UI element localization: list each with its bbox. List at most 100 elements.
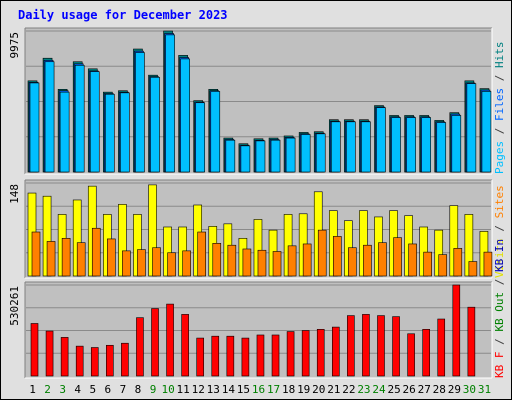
x-axis-day-label: 2	[44, 383, 51, 396]
panel-1: 9975 Pages / Files / Hits	[8, 27, 506, 175]
bar-sites	[242, 248, 252, 277]
bar-pages	[210, 91, 221, 173]
x-axis-day-label: 1	[29, 383, 36, 396]
bar-kb-f	[301, 330, 310, 377]
bar-kb-f	[226, 335, 235, 377]
bar-kb-f	[347, 315, 355, 377]
x-axis-day-label: 7	[120, 383, 127, 396]
bar-kb-f	[30, 323, 39, 377]
bar-sites	[91, 227, 101, 277]
bar-kb-f	[136, 317, 144, 377]
bar-sites	[61, 237, 71, 277]
bar-kb-f	[377, 315, 385, 377]
bar-sites	[257, 249, 267, 277]
legend: KB F / KB Out / KB In	[493, 239, 506, 378]
bar-pages	[165, 34, 175, 173]
legend-separator: /	[493, 332, 506, 352]
x-axis-day-label: 15	[237, 383, 250, 396]
bar-sites	[227, 244, 237, 277]
x-axis-day-label: 24	[372, 383, 386, 396]
x-axis-day-label: 8	[135, 383, 142, 396]
legend-entry: Sites	[493, 185, 506, 218]
x-axis-day-label: 3	[59, 383, 66, 396]
bar-kb-f	[271, 334, 280, 377]
bar-pages	[285, 137, 296, 173]
x-axis-day-label: 29	[448, 383, 461, 396]
x-axis-day-label: 10	[161, 383, 174, 396]
bar-pages	[44, 61, 55, 173]
bar-kb-f	[211, 335, 220, 377]
legend-separator: /	[493, 121, 506, 141]
x-axis-day-label: 14	[222, 383, 236, 396]
bar-pages	[391, 117, 401, 173]
y-axis-max-label: 9975	[8, 32, 21, 59]
bar-sites	[468, 261, 478, 277]
bar-kb-f	[392, 316, 400, 377]
bar-kb-f	[422, 329, 430, 377]
bar-pages	[105, 93, 115, 173]
x-axis-day-label: 19	[297, 383, 310, 396]
bar-pages	[29, 82, 40, 173]
bar-sites	[107, 238, 116, 277]
chart-title: Daily usage for December 2023	[18, 8, 228, 22]
bar-sites	[408, 243, 417, 277]
bar-kb-f	[121, 342, 129, 377]
x-axis-day-label: 5	[89, 383, 96, 396]
x-axis-day-label: 22	[342, 383, 355, 396]
bar-pages	[89, 71, 100, 173]
bar-pages	[255, 140, 266, 173]
bar-pages	[451, 115, 462, 173]
bar-sites	[363, 244, 372, 277]
bar-kb-f	[331, 326, 340, 377]
x-axis-day-label: 23	[357, 383, 370, 396]
bar-sites	[152, 247, 161, 277]
bar-kb-f	[106, 344, 114, 377]
bar-kb-f	[45, 330, 54, 377]
bar-sites	[393, 237, 402, 277]
y-axis-max-label: 148	[8, 184, 21, 204]
legend-entry: KB In	[493, 239, 506, 272]
bar-sites	[317, 229, 327, 277]
bar-kb-f	[362, 314, 370, 377]
x-axis-day-label: 13	[207, 383, 220, 396]
bar-kb-f	[181, 314, 189, 377]
y-axis-max-label: 530261	[8, 286, 21, 326]
x-axis-day-label: 4	[74, 383, 81, 396]
x-axis-day-label: 21	[327, 383, 340, 396]
bar-kb-f	[407, 333, 415, 377]
bar-kb-f	[256, 334, 265, 377]
x-axis-day-label: 26	[403, 383, 416, 396]
legend-separator: /	[493, 218, 506, 238]
bar-pages	[135, 52, 145, 173]
legend-entry: Pages	[493, 141, 506, 174]
bar-kb-f	[286, 331, 295, 377]
bar-pages	[120, 92, 130, 173]
bar-pages	[300, 134, 311, 173]
panel-2: 148 Visits / Sites	[8, 179, 506, 279]
bar-pages	[240, 145, 251, 173]
bar-pages	[315, 133, 326, 173]
x-axis-day-label: 31	[478, 383, 491, 396]
bar-pages	[466, 83, 477, 173]
x-axis-day-label: 27	[418, 383, 431, 396]
bar-pages	[376, 107, 386, 173]
x-axis-day-label: 20	[312, 383, 325, 396]
bar-pages	[330, 121, 341, 173]
bar-sites	[212, 243, 222, 277]
x-axis-day-label: 30	[463, 383, 476, 396]
bar-sites	[167, 252, 176, 277]
legend: Visits / Sites	[493, 185, 506, 278]
bar-sites	[453, 248, 463, 277]
panels: 9975 Pages / Files / Hits 148 Visits / Site…	[8, 27, 506, 379]
bar-sites	[302, 243, 312, 277]
bar-sites	[137, 249, 146, 277]
legend: Pages / Files / Hits	[493, 42, 506, 175]
x-axis-day-label: 6	[105, 383, 112, 396]
legend-entry: Hits	[493, 42, 506, 69]
bar-kb-f	[166, 303, 174, 377]
bar-sites	[332, 236, 342, 277]
bar-kb-f	[75, 345, 84, 377]
bar-sites	[423, 251, 432, 277]
legend-entry: KB Out	[493, 292, 506, 332]
